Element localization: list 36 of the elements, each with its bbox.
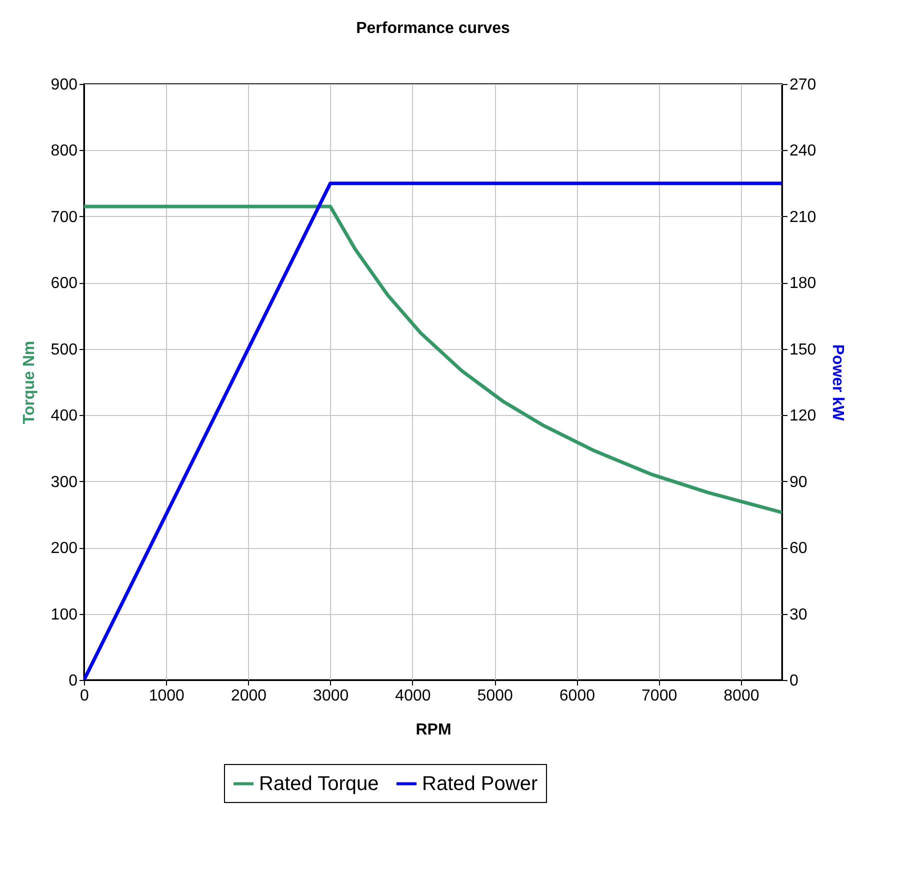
chart-title: Performance curves (356, 20, 510, 37)
y-tick-label: 400 (50, 408, 78, 425)
x-tick-label: 1000 (148, 688, 185, 704)
y-tick-label: 600 (50, 275, 78, 292)
line-series (84, 204, 782, 514)
y-tick-label: 100 (50, 606, 78, 624)
legend-label: Rated Torque (259, 772, 379, 795)
y2-tick-label: 240 (790, 142, 816, 160)
y2-tick-label: 90 (790, 474, 808, 491)
y2-tick-label: 150 (790, 341, 816, 358)
legend-label: Rated Power (422, 772, 538, 795)
y2-tick-label: 210 (790, 208, 816, 226)
y2-tick-label: 30 (790, 606, 808, 624)
y-tick-label: 800 (50, 142, 78, 160)
x-axis-title: RPM (416, 722, 452, 738)
x-tick-label: 5000 (477, 688, 513, 704)
x-tick-label: 2000 (230, 688, 267, 704)
y-axis-title: Torque Nm (20, 340, 38, 424)
y2-tick-label: 120 (790, 408, 816, 425)
y-tick-label: 200 (50, 540, 78, 558)
y-tick-label: 500 (50, 341, 78, 358)
y2-tick-label: 270 (790, 76, 816, 94)
x-tick-label: 3000 (313, 688, 349, 704)
x-tick-label: 8000 (724, 688, 760, 704)
x-tick-label: 7000 (642, 688, 678, 704)
y-tick-label: 700 (50, 208, 78, 226)
x-tick-label: 0 (80, 688, 90, 704)
x-tick-label: 6000 (559, 688, 596, 704)
y2-axis-title: Power kW (829, 344, 846, 422)
x-tick-label: 4000 (395, 688, 431, 704)
y2-tick-label: 0 (790, 672, 798, 690)
y2-tick-label: 60 (790, 540, 808, 558)
y-tick-label: 0 (68, 672, 78, 690)
y-tick-label: 900 (50, 76, 78, 94)
y2-tick-label: 180 (790, 275, 816, 292)
y-tick-label: 300 (50, 474, 78, 491)
